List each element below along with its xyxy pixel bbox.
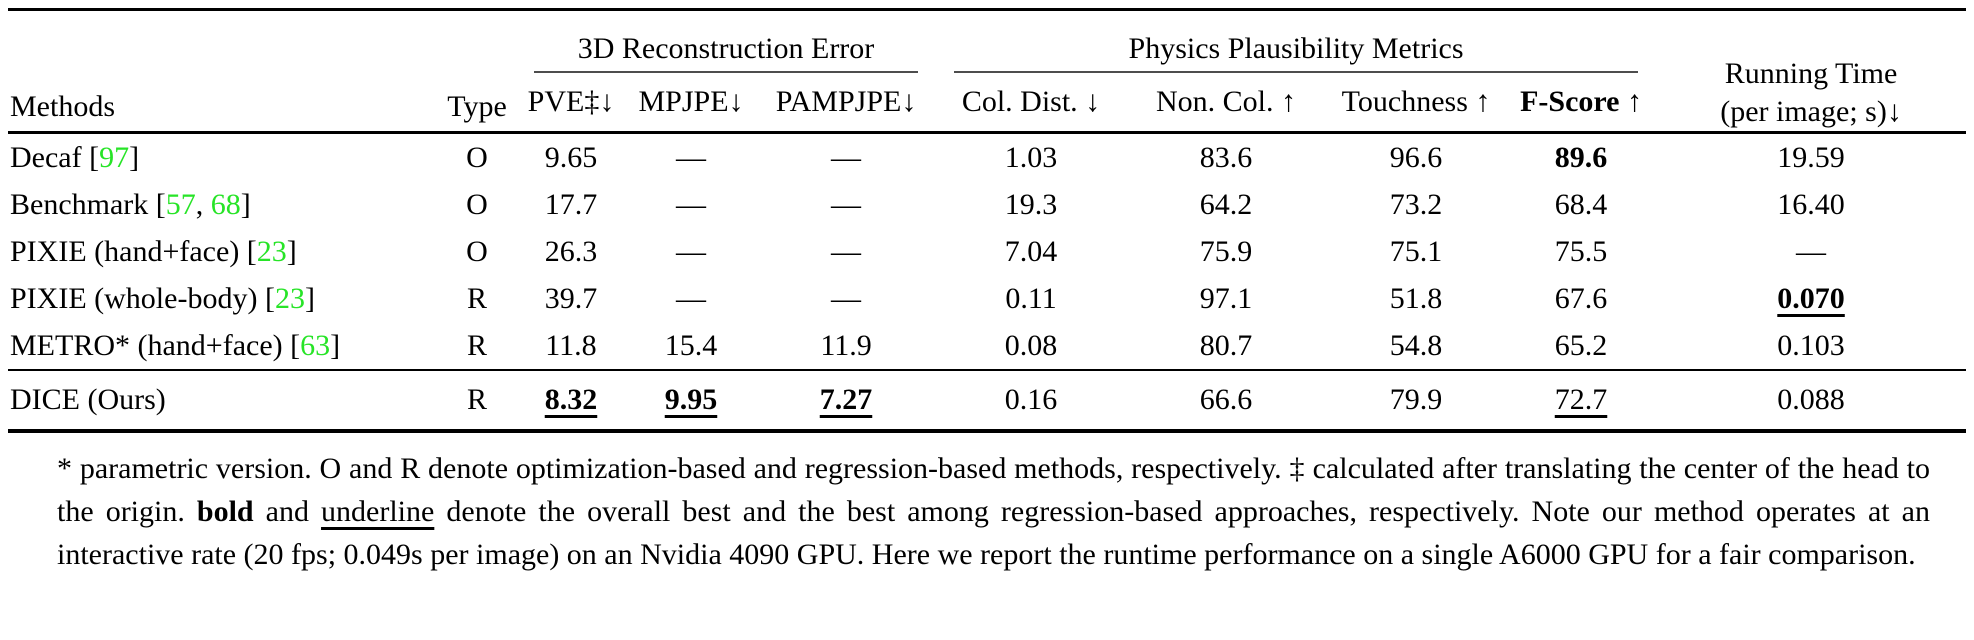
citation-ref[interactable]: 23	[256, 234, 287, 268]
pve-cell: 9.65	[544, 140, 598, 174]
col-dist-cell: 1.03	[1004, 140, 1058, 174]
mpjpe-cell: —	[676, 187, 706, 221]
footnote-bold-word: bold	[196, 495, 254, 528]
runtime-cell: 0.070	[1777, 281, 1845, 315]
pampjpe-cell: 11.9	[820, 328, 872, 362]
citation-ref[interactable]: 57	[165, 187, 196, 221]
col-header-mpjpe: MPJPE↓	[626, 73, 756, 134]
fscore-cell: 67.6	[1554, 281, 1608, 315]
pve-cell: 8.32	[516, 369, 626, 433]
non-col-cell: 66.6	[1126, 369, 1327, 433]
touchness-cell: 75.1	[1389, 234, 1443, 268]
type-cell: R	[466, 328, 487, 362]
touchness-cell: 54.8	[1389, 328, 1443, 362]
col-header-running-time: Running Time (per image; s)↓	[1656, 9, 1967, 134]
pampjpe-cell: —	[831, 234, 861, 268]
method-cell: Decaf [97]	[10, 140, 140, 174]
runtime-cell: 19.59	[1777, 140, 1845, 174]
non-col-cell: 97.1	[1199, 281, 1253, 315]
mpjpe-cell: —	[676, 140, 706, 174]
table-row-pixie-whole-body: PIXIE (whole-body) [23] R 39.7 — — 0.11 …	[8, 275, 1966, 322]
method-cell: DICE (Ours)	[8, 369, 438, 433]
mpjpe-cell: 15.4	[664, 328, 718, 362]
mpjpe-cell: —	[676, 234, 706, 268]
footnote-text-3: denote the overall best and the best amo…	[57, 495, 1930, 571]
touchness-cell: 79.9	[1326, 369, 1507, 433]
col-header-col-dist: Col. Dist. ↓	[936, 73, 1127, 134]
fscore-cell: 72.7	[1506, 369, 1657, 433]
pve-cell: 39.7	[544, 281, 598, 315]
touchness-cell: 73.2	[1389, 187, 1443, 221]
fscore-cell: 65.2	[1554, 328, 1608, 362]
pampjpe-cell: —	[831, 140, 861, 174]
table-row-metro-hand-face: METRO* (hand+face) [63] R 11.8 15.4 11.9…	[8, 322, 1966, 370]
citation-ref[interactable]: 63	[300, 328, 331, 362]
col-header-touchness: Touchness ↑	[1326, 73, 1507, 134]
non-col-cell: 64.2	[1199, 187, 1253, 221]
footnote-underline-word: underline	[321, 495, 435, 528]
group-header-physics-plausibility-metrics-label: Physics Plausibility Metrics	[954, 32, 1639, 73]
col-dist-cell: 0.08	[1004, 328, 1058, 362]
pampjpe-cell: —	[831, 281, 861, 315]
table-row-decaf: Decaf [97] O 9.65 — — 1.03 83.6 96.6 89.…	[8, 133, 1966, 182]
table-footnote: * parametric version. O and R denote opt…	[57, 447, 1930, 576]
col-header-pampjpe: PAMPJPE↓	[756, 73, 937, 134]
col-header-non-col: Non. Col. ↑	[1126, 73, 1327, 134]
method-cell: Benchmark [57, 68]	[10, 187, 251, 221]
col-dist-cell: 0.11	[1005, 281, 1057, 315]
col-dist-cell: 7.04	[1004, 234, 1058, 268]
method-cell: PIXIE (hand+face) [23]	[10, 234, 297, 268]
method-cell: METRO* (hand+face) [63]	[10, 328, 341, 362]
citation-ref[interactable]: 68	[210, 187, 241, 221]
citation-ref[interactable]: 97	[99, 140, 130, 174]
table-row-pixie-hand-face: PIXIE (hand+face) [23] O 26.3 — — 7.04 7…	[8, 228, 1966, 275]
non-col-cell: 83.6	[1199, 140, 1253, 174]
runtime-cell: —	[1796, 234, 1827, 268]
col-dist-cell: 0.16	[936, 369, 1127, 433]
footnote-text-1: * parametric version. O and R denote opt…	[57, 452, 1930, 528]
pve-cell: 26.3	[544, 234, 598, 268]
pampjpe-cell: —	[831, 187, 861, 221]
col-dist-cell: 19.3	[1004, 187, 1058, 221]
type-cell: O	[466, 140, 488, 174]
mpjpe-cell: 9.95	[626, 369, 756, 433]
non-col-cell: 80.7	[1199, 328, 1253, 362]
running-time-line1: Running Time	[1724, 57, 1898, 90]
group-header-3d-reconstruction-error-label: 3D Reconstruction Error	[534, 32, 919, 73]
pampjpe-cell: 7.27	[756, 369, 937, 433]
fscore-up-arrow: ↑	[1619, 85, 1642, 118]
fscore-cell: 89.6	[1554, 140, 1608, 174]
touchness-cell: 51.8	[1389, 281, 1443, 315]
running-time-line2: (per image; s)↓	[1720, 95, 1902, 128]
type-cell: O	[466, 187, 488, 221]
type-cell: O	[466, 234, 488, 268]
footnote-text-2: and	[253, 495, 322, 528]
citation-ref[interactable]: 23	[274, 281, 305, 315]
type-cell: R	[466, 281, 487, 315]
col-header-pve: PVE‡↓	[516, 73, 626, 134]
table-row-dice-ours: DICE (Ours) R 8.32 9.95 7.27 0.16 66.6 7…	[8, 369, 1967, 433]
pve-cell: 17.7	[544, 187, 598, 221]
fscore-cell: 75.5	[1554, 234, 1608, 268]
table-row-benchmark: Benchmark [57, 68] O 17.7 — — 19.3 64.2 …	[8, 181, 1966, 228]
col-header-type: Type	[438, 9, 516, 134]
runtime-cell: 0.088	[1656, 369, 1967, 433]
mpjpe-cell: —	[676, 281, 706, 315]
group-header-physics-plausibility-metrics: Physics Plausibility Metrics	[936, 10, 1656, 73]
col-header-methods: Methods	[8, 9, 438, 134]
non-col-cell: 75.9	[1199, 234, 1253, 268]
touchness-cell: 96.6	[1389, 140, 1443, 174]
pve-cell: 11.8	[545, 328, 597, 362]
method-cell: PIXIE (whole-body) [23]	[10, 281, 315, 315]
type-cell: R	[438, 369, 516, 433]
runtime-cell: 0.103	[1777, 328, 1845, 362]
col-header-fscore: F-Score ↑	[1506, 73, 1657, 134]
fscore-cell: 68.4	[1554, 187, 1608, 221]
group-header-3d-reconstruction-error: 3D Reconstruction Error	[516, 10, 936, 73]
results-table: Methods Type 3D Reconstruction Error Phy…	[8, 8, 1967, 433]
runtime-cell: 16.40	[1777, 187, 1845, 221]
